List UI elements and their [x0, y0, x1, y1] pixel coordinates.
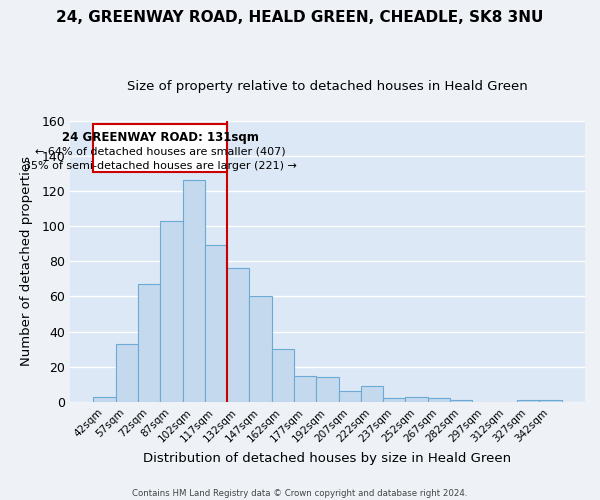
Text: ← 64% of detached houses are smaller (407): ← 64% of detached houses are smaller (40… — [35, 147, 286, 157]
Bar — [205, 246, 227, 402]
Bar — [428, 398, 450, 402]
Title: Size of property relative to detached houses in Heald Green: Size of property relative to detached ho… — [127, 80, 528, 93]
FancyBboxPatch shape — [94, 124, 227, 172]
Bar — [406, 396, 428, 402]
Bar — [361, 386, 383, 402]
Bar — [250, 296, 272, 402]
Bar — [316, 378, 338, 402]
Bar — [517, 400, 539, 402]
Bar — [294, 376, 316, 402]
Bar — [227, 268, 250, 402]
X-axis label: Distribution of detached houses by size in Heald Green: Distribution of detached houses by size … — [143, 452, 512, 465]
Text: 24 GREENWAY ROAD: 131sqm: 24 GREENWAY ROAD: 131sqm — [62, 131, 259, 144]
Bar — [338, 392, 361, 402]
Bar — [160, 221, 182, 402]
Bar — [539, 400, 562, 402]
Text: Contains HM Land Registry data © Crown copyright and database right 2024.: Contains HM Land Registry data © Crown c… — [132, 488, 468, 498]
Y-axis label: Number of detached properties: Number of detached properties — [20, 156, 33, 366]
Bar — [272, 349, 294, 402]
Text: 24, GREENWAY ROAD, HEALD GREEN, CHEADLE, SK8 3NU: 24, GREENWAY ROAD, HEALD GREEN, CHEADLE,… — [56, 10, 544, 25]
Bar — [383, 398, 406, 402]
Bar — [94, 396, 116, 402]
Bar — [182, 180, 205, 402]
Bar — [138, 284, 160, 402]
Text: 35% of semi-detached houses are larger (221) →: 35% of semi-detached houses are larger (… — [24, 161, 296, 171]
Bar — [450, 400, 472, 402]
Bar — [116, 344, 138, 402]
